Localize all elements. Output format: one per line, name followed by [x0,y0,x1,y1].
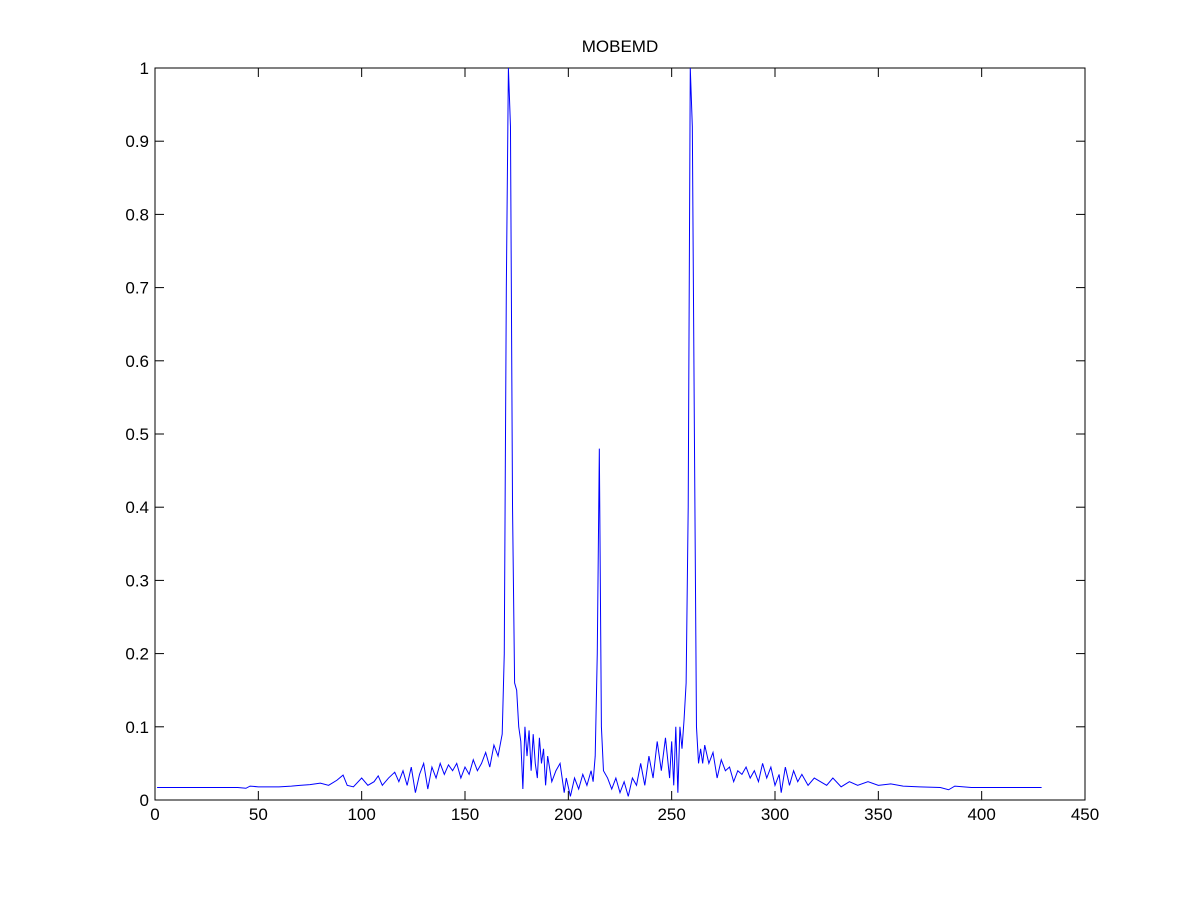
y-tick-label: 0.7 [125,279,149,298]
y-tick-label: 0.9 [125,132,149,151]
x-tick-label: 450 [1071,805,1099,824]
x-tick-label: 350 [864,805,892,824]
y-tick-label: 0.4 [125,498,149,517]
plot-frame [154,67,1086,801]
x-tick-label: 0 [150,805,159,824]
x-tick-label: 150 [451,805,479,824]
x-tick-label: 250 [657,805,685,824]
y-tick-label: 1 [140,59,149,78]
y-tick-label: 0.5 [125,425,149,444]
y-tick-label: 0.2 [125,645,149,664]
y-tick-label: 0 [140,791,149,810]
chart-title: MOBEMD [582,37,659,56]
x-tick-label: 400 [967,805,995,824]
x-tick-label: 50 [249,805,268,824]
y-tick-label: 0.8 [125,205,149,224]
x-tick-label: 300 [761,805,789,824]
y-tick-label: 0.6 [125,352,149,371]
y-tick-label: 0.3 [125,571,149,590]
x-tick-label: 200 [554,805,582,824]
y-tick-label: 0.1 [125,718,149,737]
data-line [157,67,1042,797]
x-tick-label: 100 [347,805,375,824]
